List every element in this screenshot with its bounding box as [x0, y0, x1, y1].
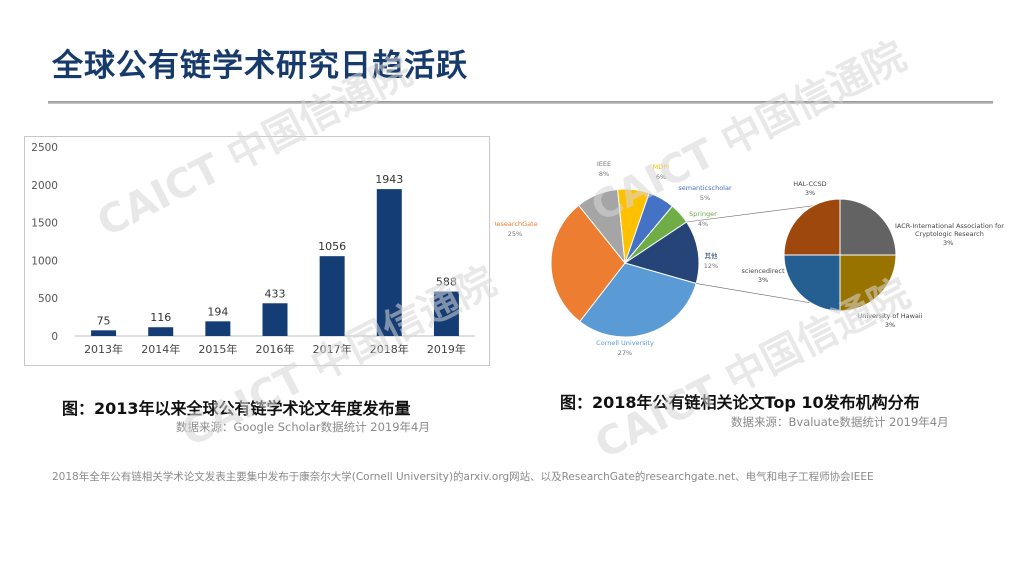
pie-slice-label: IEEE: [597, 160, 611, 168]
pie-slice: [550, 204, 626, 323]
bar: [262, 303, 288, 336]
bar: [148, 327, 174, 336]
breakout-slice-label: Cryptologic Research: [915, 230, 984, 238]
bar-value-label: 1943: [375, 173, 403, 186]
breakout-slice-label: sciencedirect: [741, 267, 784, 275]
breakout-slice: [783, 254, 841, 312]
y-tick-label: 500: [38, 293, 58, 305]
pie-slice-value: 25%: [508, 230, 522, 238]
breakout-slice-label: IACR-International Association for: [895, 222, 1004, 230]
breakout-slice-label: University of Hawaii: [858, 312, 923, 320]
breakout-slice: [783, 198, 841, 256]
breakout-slice: [839, 254, 897, 312]
pie-slice-value: 27%: [618, 349, 632, 357]
pie-slice-label: Springer: [689, 210, 717, 218]
pie-slice-value: 12%: [704, 262, 718, 270]
pie-chart-source: 数据来源：Bvaluate数据统计 2019年4月: [731, 415, 949, 429]
footnote: 2018年全年公有链相关学术论文发表主要集中发布于康奈尔大学(Cornell U…: [52, 471, 874, 483]
bar-value-label: 1056: [318, 240, 346, 253]
pie-slice: [579, 262, 697, 338]
breakout-slice: [839, 198, 897, 256]
x-tick-label: 2018年: [370, 342, 409, 356]
bar-chart-caption: 图：2013年以来全球公有链学术论文年度发布量: [62, 399, 411, 418]
bar-value-label: 75: [97, 314, 111, 327]
pie-slice: [623, 221, 700, 285]
bar: [319, 256, 345, 336]
y-tick-label: 2000: [31, 180, 58, 192]
breakout-slice-value: 3%: [885, 321, 895, 329]
x-tick-label: 2017年: [313, 342, 352, 356]
bar: [376, 189, 402, 336]
pie-chart-caption: 图：2018年公有链相关论文Top 10发布机构分布: [560, 393, 920, 412]
title-divider: [48, 101, 993, 104]
breakout-slice-label: HAL-CCSD: [793, 180, 826, 188]
pie-slice-value: 5%: [700, 194, 710, 202]
breakout-slice-value: 3%: [758, 276, 768, 284]
x-tick-label: 2019年: [427, 342, 466, 356]
breakout-slice-value: 3%: [805, 189, 815, 197]
bar: [205, 321, 231, 336]
pie-slice-label: semanticscholar: [678, 184, 732, 192]
breakout-connector: [686, 202, 836, 223]
bar-value-label: 116: [150, 311, 171, 324]
pie-slice-label: Cornell University: [596, 339, 654, 347]
bar-chart-source: 数据来源：Google Scholar数据统计 2019年4月: [176, 420, 430, 434]
x-tick-label: 2016年: [256, 342, 295, 356]
x-tick-label: 2015年: [198, 342, 237, 356]
pie-slice-label: MDPI: [653, 163, 670, 171]
bar: [433, 291, 459, 336]
pie-slice-value: 8%: [599, 170, 609, 178]
bar-chart: 0 500 1000 1500 2000 2500 75 2013年 116 2014年 194 20…: [31, 142, 475, 356]
bar-chart-frame: 0 500 1000 1500 2000 2500 75 2013年 116 2014年 194 20…: [24, 136, 490, 366]
y-tick-label: 1500: [31, 218, 58, 230]
y-tick-label: 1000: [31, 255, 58, 267]
bar-value-label: 433: [265, 287, 286, 300]
x-tick-label: 2014年: [141, 342, 180, 356]
pie-chart: Cornell University 27% ResearchGate 25% IEEE…: [495, 160, 1004, 357]
slide-title: 全球公有链学术研究日趋活跃: [52, 48, 468, 84]
breakout-slice-value: 3%: [943, 239, 953, 247]
bar-value-label: 588: [436, 276, 457, 289]
bar-value-label: 194: [207, 305, 228, 318]
pie-slice-value: 6%: [656, 173, 666, 181]
pie-slice-label: 其他: [705, 251, 719, 260]
bar: [91, 330, 117, 336]
x-tick-label: 2013年: [84, 342, 123, 356]
y-tick-label: 0: [51, 331, 58, 343]
pie-slice-value: 4%: [698, 220, 708, 228]
y-tick-label: 2500: [31, 142, 58, 154]
pie-slice-label: ResearchGate: [495, 220, 538, 228]
